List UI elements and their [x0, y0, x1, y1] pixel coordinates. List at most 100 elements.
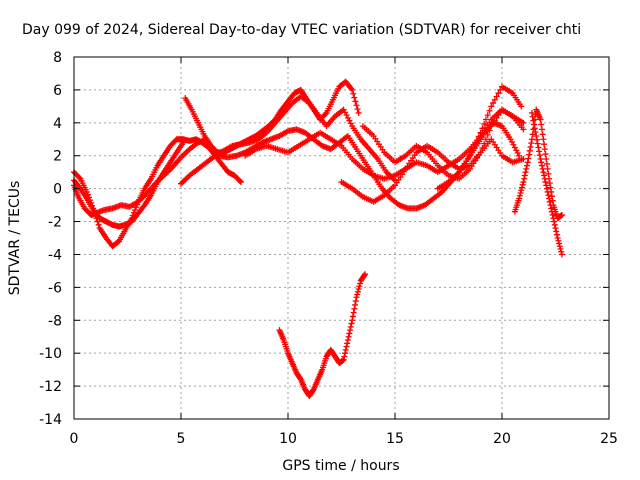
data-point	[546, 180, 553, 187]
x-axis-label: GPS time / hours	[282, 458, 399, 474]
data-point	[529, 113, 536, 120]
data-point	[516, 192, 523, 199]
data-point	[347, 323, 354, 330]
data-point	[558, 248, 565, 255]
data-point	[543, 182, 550, 189]
data-point	[557, 245, 564, 252]
data-point	[528, 109, 535, 116]
data-point	[237, 179, 244, 186]
data-point	[484, 112, 491, 119]
data-point	[497, 86, 504, 93]
x-tick-labels: 0 5 10 15 20 25	[70, 431, 618, 447]
data-point	[523, 165, 530, 172]
data-point	[355, 286, 362, 293]
data-point	[131, 207, 138, 214]
data-point	[350, 90, 357, 97]
data-point	[345, 333, 352, 340]
data-point	[554, 235, 561, 241]
data-point	[76, 174, 83, 181]
data-points	[71, 78, 565, 399]
data-point	[541, 175, 548, 182]
data-point	[133, 204, 140, 211]
data-point	[354, 288, 361, 295]
data-point	[543, 160, 550, 167]
data-point	[522, 169, 529, 176]
y-tick-label: 8	[53, 50, 62, 66]
x-tick-label: 5	[177, 431, 186, 447]
data-point	[546, 198, 553, 205]
y-tick-label: 0	[53, 182, 62, 198]
data-point	[528, 140, 535, 147]
data-point	[525, 155, 532, 162]
data-point	[352, 98, 359, 105]
data-point	[347, 327, 354, 334]
data-point	[526, 147, 533, 154]
data-point	[361, 272, 368, 279]
data-point	[466, 152, 473, 159]
data-point	[180, 139, 187, 146]
data-point	[344, 337, 351, 344]
data-point	[94, 218, 101, 225]
data-point	[482, 136, 489, 143]
data-point	[352, 301, 359, 308]
data-point	[545, 192, 552, 199]
data-point	[521, 172, 528, 179]
data-point	[468, 148, 475, 155]
series-trace-9	[359, 106, 527, 182]
data-point	[343, 343, 350, 350]
series-trace-11	[511, 106, 565, 222]
data-point	[546, 195, 553, 202]
data-point	[520, 119, 527, 126]
data-point	[548, 205, 555, 212]
data-point	[530, 117, 537, 124]
y-tick-label: -6	[48, 280, 62, 296]
data-point	[488, 103, 495, 110]
data-point	[535, 144, 542, 151]
data-point	[351, 305, 358, 312]
data-point	[558, 251, 565, 258]
y-tick-label: -4	[48, 247, 62, 263]
data-point	[545, 170, 552, 177]
data-point	[362, 271, 369, 278]
y-tick-label: -14	[39, 412, 62, 428]
x-tick-label: 15	[386, 431, 404, 447]
data-point	[556, 243, 563, 250]
data-point	[344, 340, 351, 347]
data-point	[354, 291, 361, 298]
data-point	[342, 346, 349, 353]
data-point	[549, 197, 556, 204]
data-point	[542, 179, 549, 186]
data-point	[549, 211, 556, 218]
data-point	[477, 149, 484, 156]
data-point	[477, 129, 484, 136]
data-point	[340, 356, 347, 363]
data-point	[532, 129, 539, 136]
data-point	[538, 162, 545, 169]
data-point	[517, 190, 524, 197]
data-point	[482, 116, 489, 123]
data-point	[495, 90, 502, 97]
data-point	[518, 187, 525, 194]
data-point	[353, 294, 360, 301]
data-point	[540, 169, 547, 176]
data-point	[527, 143, 534, 150]
data-point	[523, 162, 530, 169]
data-point	[354, 106, 361, 113]
data-point	[520, 179, 527, 186]
series-trace-12	[528, 109, 565, 258]
data-point	[351, 94, 358, 101]
data-point	[556, 240, 563, 247]
data-point	[481, 140, 488, 147]
data-point	[550, 215, 557, 222]
data-point	[342, 350, 349, 357]
plot-frame	[73, 56, 610, 420]
y-tick-label: -12	[39, 379, 62, 395]
data-point	[553, 231, 560, 238]
data-point	[543, 156, 550, 163]
data-point	[538, 159, 545, 166]
data-point	[538, 121, 545, 128]
data-point	[486, 127, 493, 134]
x-tick-label: 0	[70, 431, 79, 447]
data-point	[491, 96, 498, 103]
data-point	[537, 156, 544, 163]
